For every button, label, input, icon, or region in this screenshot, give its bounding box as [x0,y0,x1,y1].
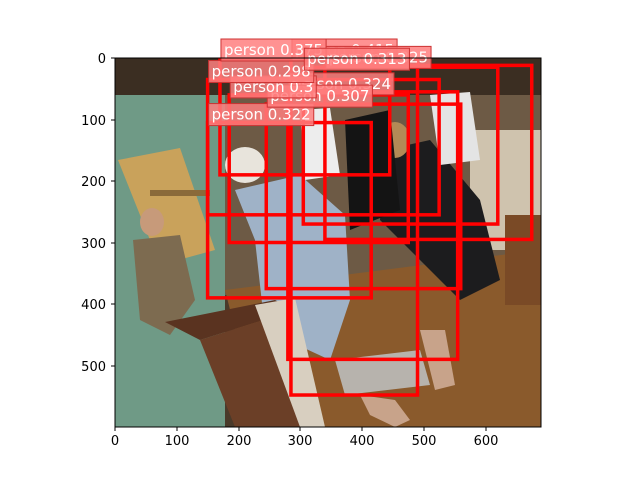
detection-label-bg [303,47,410,71]
detection-label-text: person 0.375 [224,41,323,59]
x-tick-label: 300 [288,434,313,449]
detection-label-text: person 0.322 [212,106,311,124]
y-tick-label: 400 [81,298,106,313]
detection-labels: person 0.415person 0.325person 0.324pers… [208,38,432,127]
x-tick-label: 200 [227,434,252,449]
y-axis: 0 100 200 300 400 500 [81,52,115,375]
y-tick-label: 200 [81,175,106,190]
x-axis: 0 100 200 300 400 500 600 [111,427,499,449]
x-tick-label: 100 [165,434,190,449]
detection-label: person 0.298 [208,60,315,84]
detection-label: person 0.322 [208,103,315,127]
detection-label-text: person 0.313 [307,50,406,68]
y-tick-label: 500 [81,360,106,375]
detection-label-bg [208,103,315,127]
detection-label: person 0.375 [220,38,327,62]
x-tick-label: 600 [474,434,499,449]
detection-box [289,58,420,397]
detection-label: person 0.313 [303,47,410,71]
y-tick-label: 0 [98,52,106,67]
x-tick-label: 0 [111,434,119,449]
detection-label-text: person 0.298 [212,63,311,81]
y-tick-label: 300 [81,237,106,252]
x-tick-label: 400 [350,434,375,449]
y-tick-label: 100 [81,114,106,129]
x-tick-label: 500 [412,434,437,449]
